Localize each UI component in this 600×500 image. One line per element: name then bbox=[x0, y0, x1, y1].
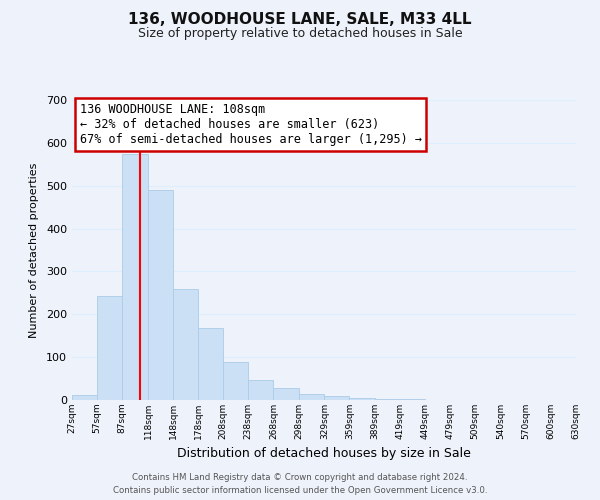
Bar bbox=[325, 396, 349, 400]
X-axis label: Distribution of detached houses by size in Sale: Distribution of detached houses by size … bbox=[177, 448, 471, 460]
Bar bbox=[299, 394, 325, 400]
Text: Contains public sector information licensed under the Open Government Licence v3: Contains public sector information licen… bbox=[113, 486, 487, 495]
Text: Size of property relative to detached houses in Sale: Size of property relative to detached ho… bbox=[137, 28, 463, 40]
Bar bbox=[349, 398, 374, 400]
Text: 136 WOODHOUSE LANE: 108sqm
← 32% of detached houses are smaller (623)
67% of sem: 136 WOODHOUSE LANE: 108sqm ← 32% of deta… bbox=[80, 103, 422, 146]
Bar bbox=[148, 190, 173, 400]
Bar bbox=[198, 328, 223, 400]
Text: 136, WOODHOUSE LANE, SALE, M33 4LL: 136, WOODHOUSE LANE, SALE, M33 4LL bbox=[128, 12, 472, 28]
Bar bbox=[97, 296, 122, 400]
Bar bbox=[122, 154, 148, 400]
Bar bbox=[400, 399, 425, 400]
Text: Contains HM Land Registry data © Crown copyright and database right 2024.: Contains HM Land Registry data © Crown c… bbox=[132, 472, 468, 482]
Bar bbox=[223, 362, 248, 400]
Bar bbox=[248, 380, 274, 400]
Y-axis label: Number of detached properties: Number of detached properties bbox=[29, 162, 39, 338]
Bar bbox=[173, 290, 198, 400]
Bar bbox=[274, 388, 299, 400]
Bar bbox=[72, 395, 97, 400]
Bar bbox=[374, 398, 400, 400]
